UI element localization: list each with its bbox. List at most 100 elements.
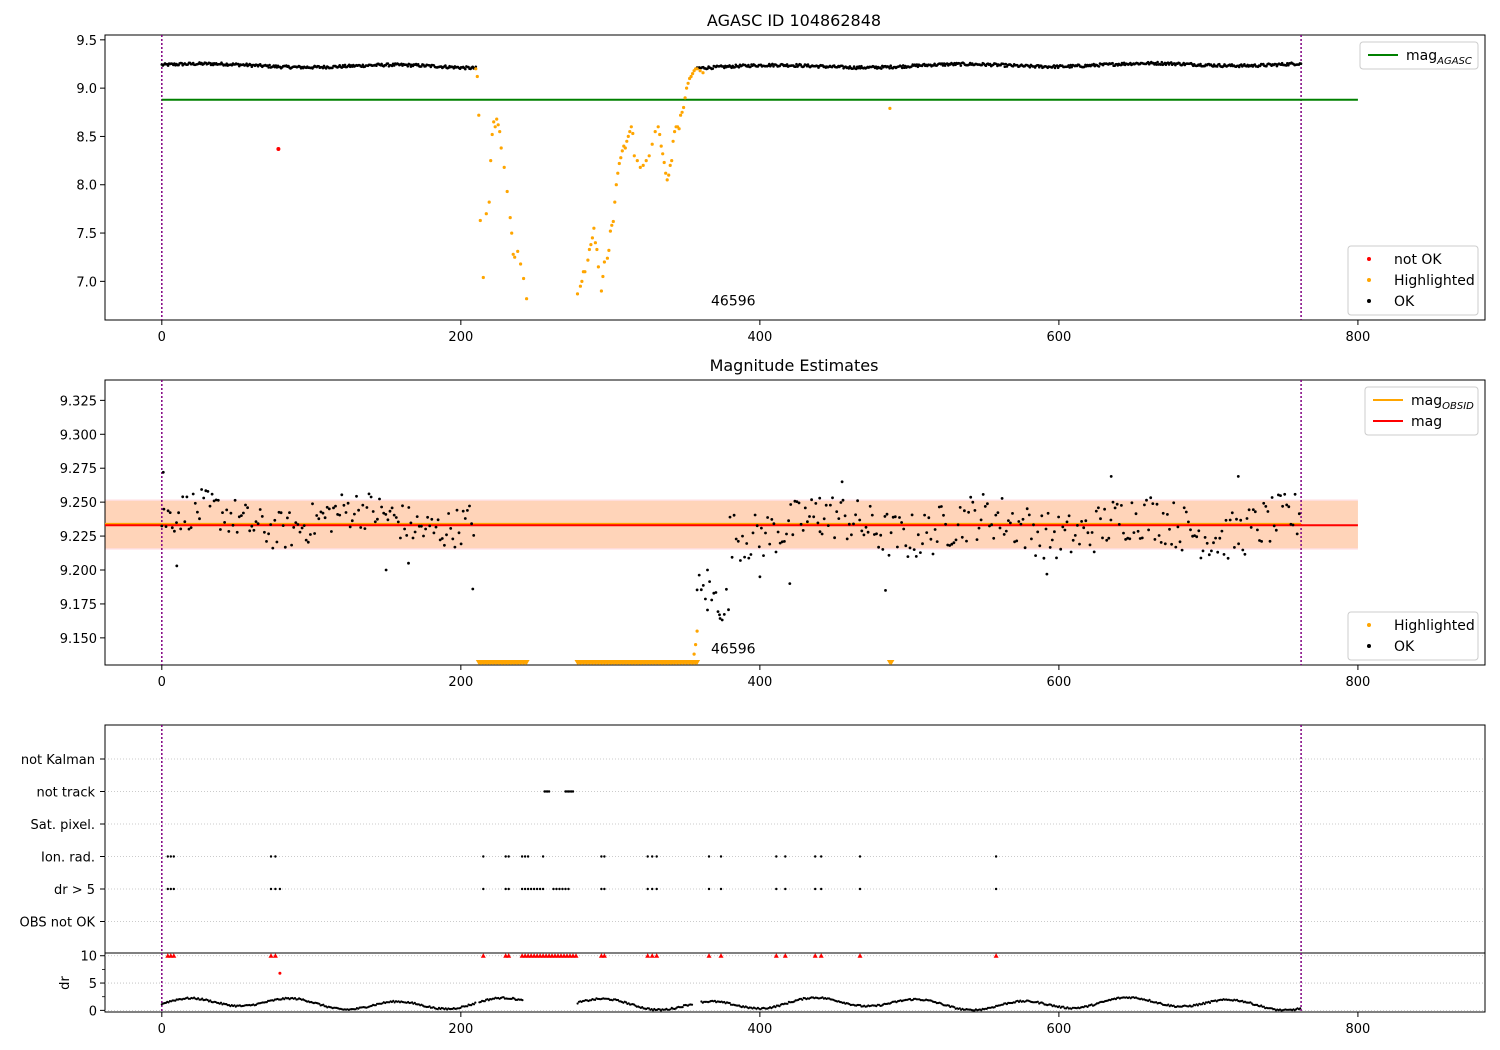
ok-point [980,63,983,67]
ok-point [755,524,759,528]
flag-point [526,887,530,891]
ok-point [235,530,239,534]
ok-point [332,506,335,510]
ok-point [787,519,790,523]
ok-point [452,67,456,70]
ok-point [164,525,168,528]
highlighted-point [595,247,599,252]
ok-point [1052,64,1056,67]
legend-dot-swatch [1367,299,1371,303]
dr-clipped-marker [782,953,788,958]
ok-point [923,513,926,517]
ok-point [1195,535,1199,539]
ok-point [338,513,342,517]
highlighted-point [698,69,702,73]
flag-point [172,887,175,891]
ok-point [168,511,172,514]
ok-point [1286,62,1289,65]
ok-point [1117,523,1121,526]
highlighted-point [602,260,607,264]
ok-point [1073,534,1077,537]
highlighted-point [888,106,892,110]
x-tick-label: 800 [1346,1022,1371,1037]
ok-point [384,568,388,572]
ok-point [988,62,992,66]
highlighted-point [668,163,672,167]
ok-point [814,502,818,505]
ok-point [271,546,275,550]
ok-point [1210,549,1213,553]
ok-point [331,66,334,70]
ok-point [1028,66,1032,69]
ok-point [1237,542,1240,546]
ok-point [910,513,914,517]
flag-point [820,887,823,891]
ok-point [202,496,206,500]
ok-point [706,67,709,70]
x-tick-label: 200 [448,1022,473,1037]
flag-point [523,855,527,858]
ok-point [722,613,726,616]
ok-point [940,505,943,508]
ok-point [363,527,367,530]
ok-point [265,540,268,543]
ok-point [1083,65,1086,69]
highlighted-point [592,226,596,230]
ok-point [227,530,231,533]
ok-point [1199,62,1202,66]
ok-point [1068,66,1071,69]
ok-point [925,531,929,534]
ok-point [723,66,726,70]
ok-point [399,536,402,540]
legend-dot-swatch [1367,623,1371,627]
highlighted-point [635,159,639,163]
ok-point [914,555,918,558]
dr-point [947,1004,951,1007]
highlighted-point [593,241,598,245]
obsid-annotation: 46596 [711,293,756,309]
dr-point [625,1001,628,1004]
ok-point [245,62,248,65]
ok-point [1182,506,1186,510]
dr-point [1058,1005,1061,1008]
ok-point [1268,539,1272,543]
ok-point [952,541,956,545]
dr-point [167,1001,170,1004]
ok-point [1032,523,1035,527]
ok-point [701,584,705,587]
ok-point [355,494,358,498]
ok-point [392,513,396,517]
ok-point [281,524,285,527]
dr-point [1196,1004,1199,1007]
ok-point [1097,65,1101,68]
ok-point [1235,517,1238,521]
flag-point [994,887,998,891]
ok-point [900,66,904,70]
dr-point [647,1007,651,1010]
ok-point [1151,502,1155,505]
ok-point [711,67,715,70]
ok-point [1067,64,1070,67]
dr-point [778,1005,781,1008]
ok-point [1105,538,1109,542]
highlighted-point [484,212,488,216]
ok-point [1274,62,1278,66]
highlighted-point [692,652,696,656]
ok-point [343,63,347,67]
highlighted-point [513,255,517,259]
ok-point [1230,511,1234,515]
ok-point [275,540,279,544]
ok-point [778,541,782,545]
ok-point [242,511,245,515]
dr-point [1191,1005,1194,1008]
dr-point [1086,1005,1089,1009]
ok-point [856,499,859,503]
highlighted-point [665,178,669,182]
ok-point [1218,536,1222,540]
ok-point [420,65,423,68]
ok-point [1285,64,1288,67]
ok-point [1247,508,1251,512]
dr-point [1241,999,1244,1002]
ok-point [223,521,227,524]
ok-point [749,553,753,556]
